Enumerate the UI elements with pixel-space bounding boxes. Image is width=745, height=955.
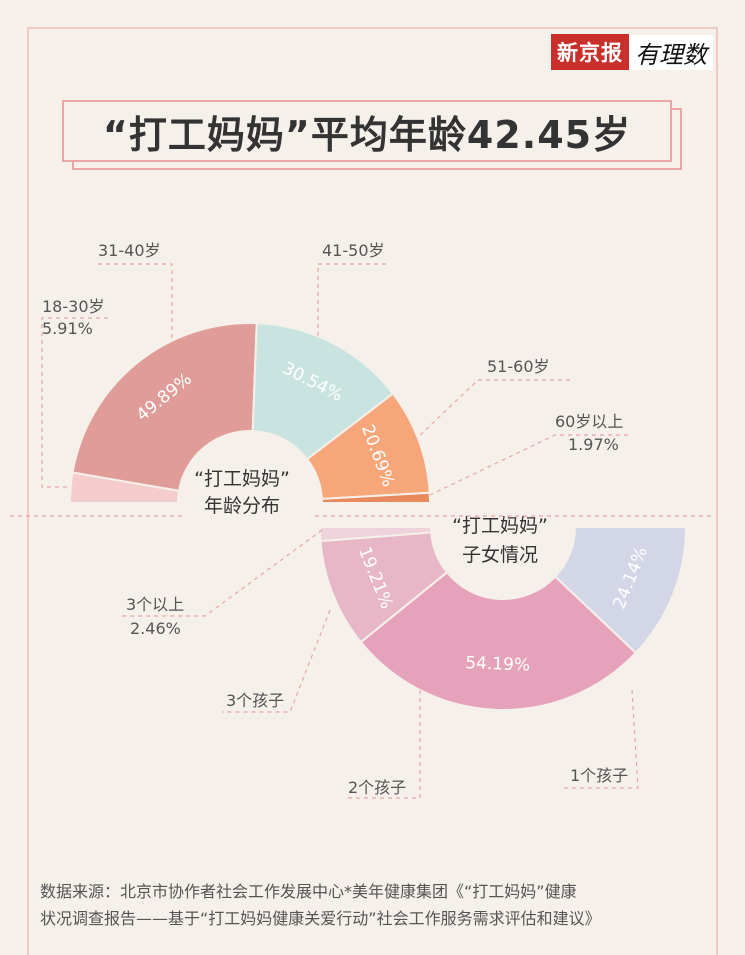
brand-logo: 新京报 有理数 <box>551 34 713 70</box>
age-leader-4 <box>429 434 628 496</box>
child-slice-3 <box>553 526 688 655</box>
child-leader-0 <box>118 529 323 617</box>
age-cat-label-0: 18-30岁 <box>42 297 105 316</box>
age-cat-label-3: 51-60岁 <box>487 357 550 376</box>
source-line-2: 状况调查报告——基于“打工妈妈健康关爱行动”社会工作服务需求评估和建议》 <box>40 909 601 928</box>
age-value-label-4: 1.97% <box>568 435 619 454</box>
child-leader-1 <box>222 609 331 713</box>
age-leader-2 <box>317 263 386 336</box>
age-cat-label-1: 31-40岁 <box>98 241 161 260</box>
title-block: “打工妈妈”平均年龄42.45岁 <box>62 100 682 170</box>
child-chart-title-2: 子女情况 <box>462 544 538 566</box>
child-value-label-0: 2.46% <box>130 619 181 638</box>
child-cat-label-0: 3个以上 <box>126 595 184 614</box>
child-slice-2 <box>359 570 638 711</box>
outer-frame <box>27 27 718 955</box>
age-leader-1 <box>98 263 173 338</box>
age-leader-0 <box>41 317 108 488</box>
child-leader-3 <box>562 689 639 789</box>
child-cat-label-3: 1个孩子 <box>570 766 628 785</box>
age-leader-3 <box>414 379 570 441</box>
age-value-label-0: 5.91% <box>42 319 93 338</box>
source-line-1: 数据来源：北京市协作者社会工作发展中心*美年健康集团《“打工妈妈”健康 <box>40 882 577 901</box>
data-source: 数据来源：北京市协作者社会工作发展中心*美年健康集团《“打工妈妈”健康 状况调查… <box>40 878 710 932</box>
age-cat-label-4: 60岁以上 <box>555 412 623 431</box>
child-cat-label-1: 3个孩子 <box>226 691 284 710</box>
child-chart-title-1: “打工妈妈” <box>452 515 548 537</box>
logo-sub: 有理数 <box>629 34 713 70</box>
logo-brand: 新京报 <box>551 34 629 70</box>
child-leader-2 <box>345 690 421 799</box>
child-value-label-2: 54.19% <box>465 653 531 675</box>
age-slice-2 <box>251 322 395 461</box>
age-cat-label-2: 41-50岁 <box>322 241 385 260</box>
age-chart-title-2: 年龄分布 <box>204 495 280 517</box>
page-title: “打工妈妈”平均年龄42.45岁 <box>62 100 672 162</box>
age-slice-1 <box>71 322 258 492</box>
age-slice-4 <box>320 491 432 504</box>
child-cat-label-2: 2个孩子 <box>348 778 406 797</box>
age-chart-title-1: “打工妈妈” <box>194 468 290 490</box>
